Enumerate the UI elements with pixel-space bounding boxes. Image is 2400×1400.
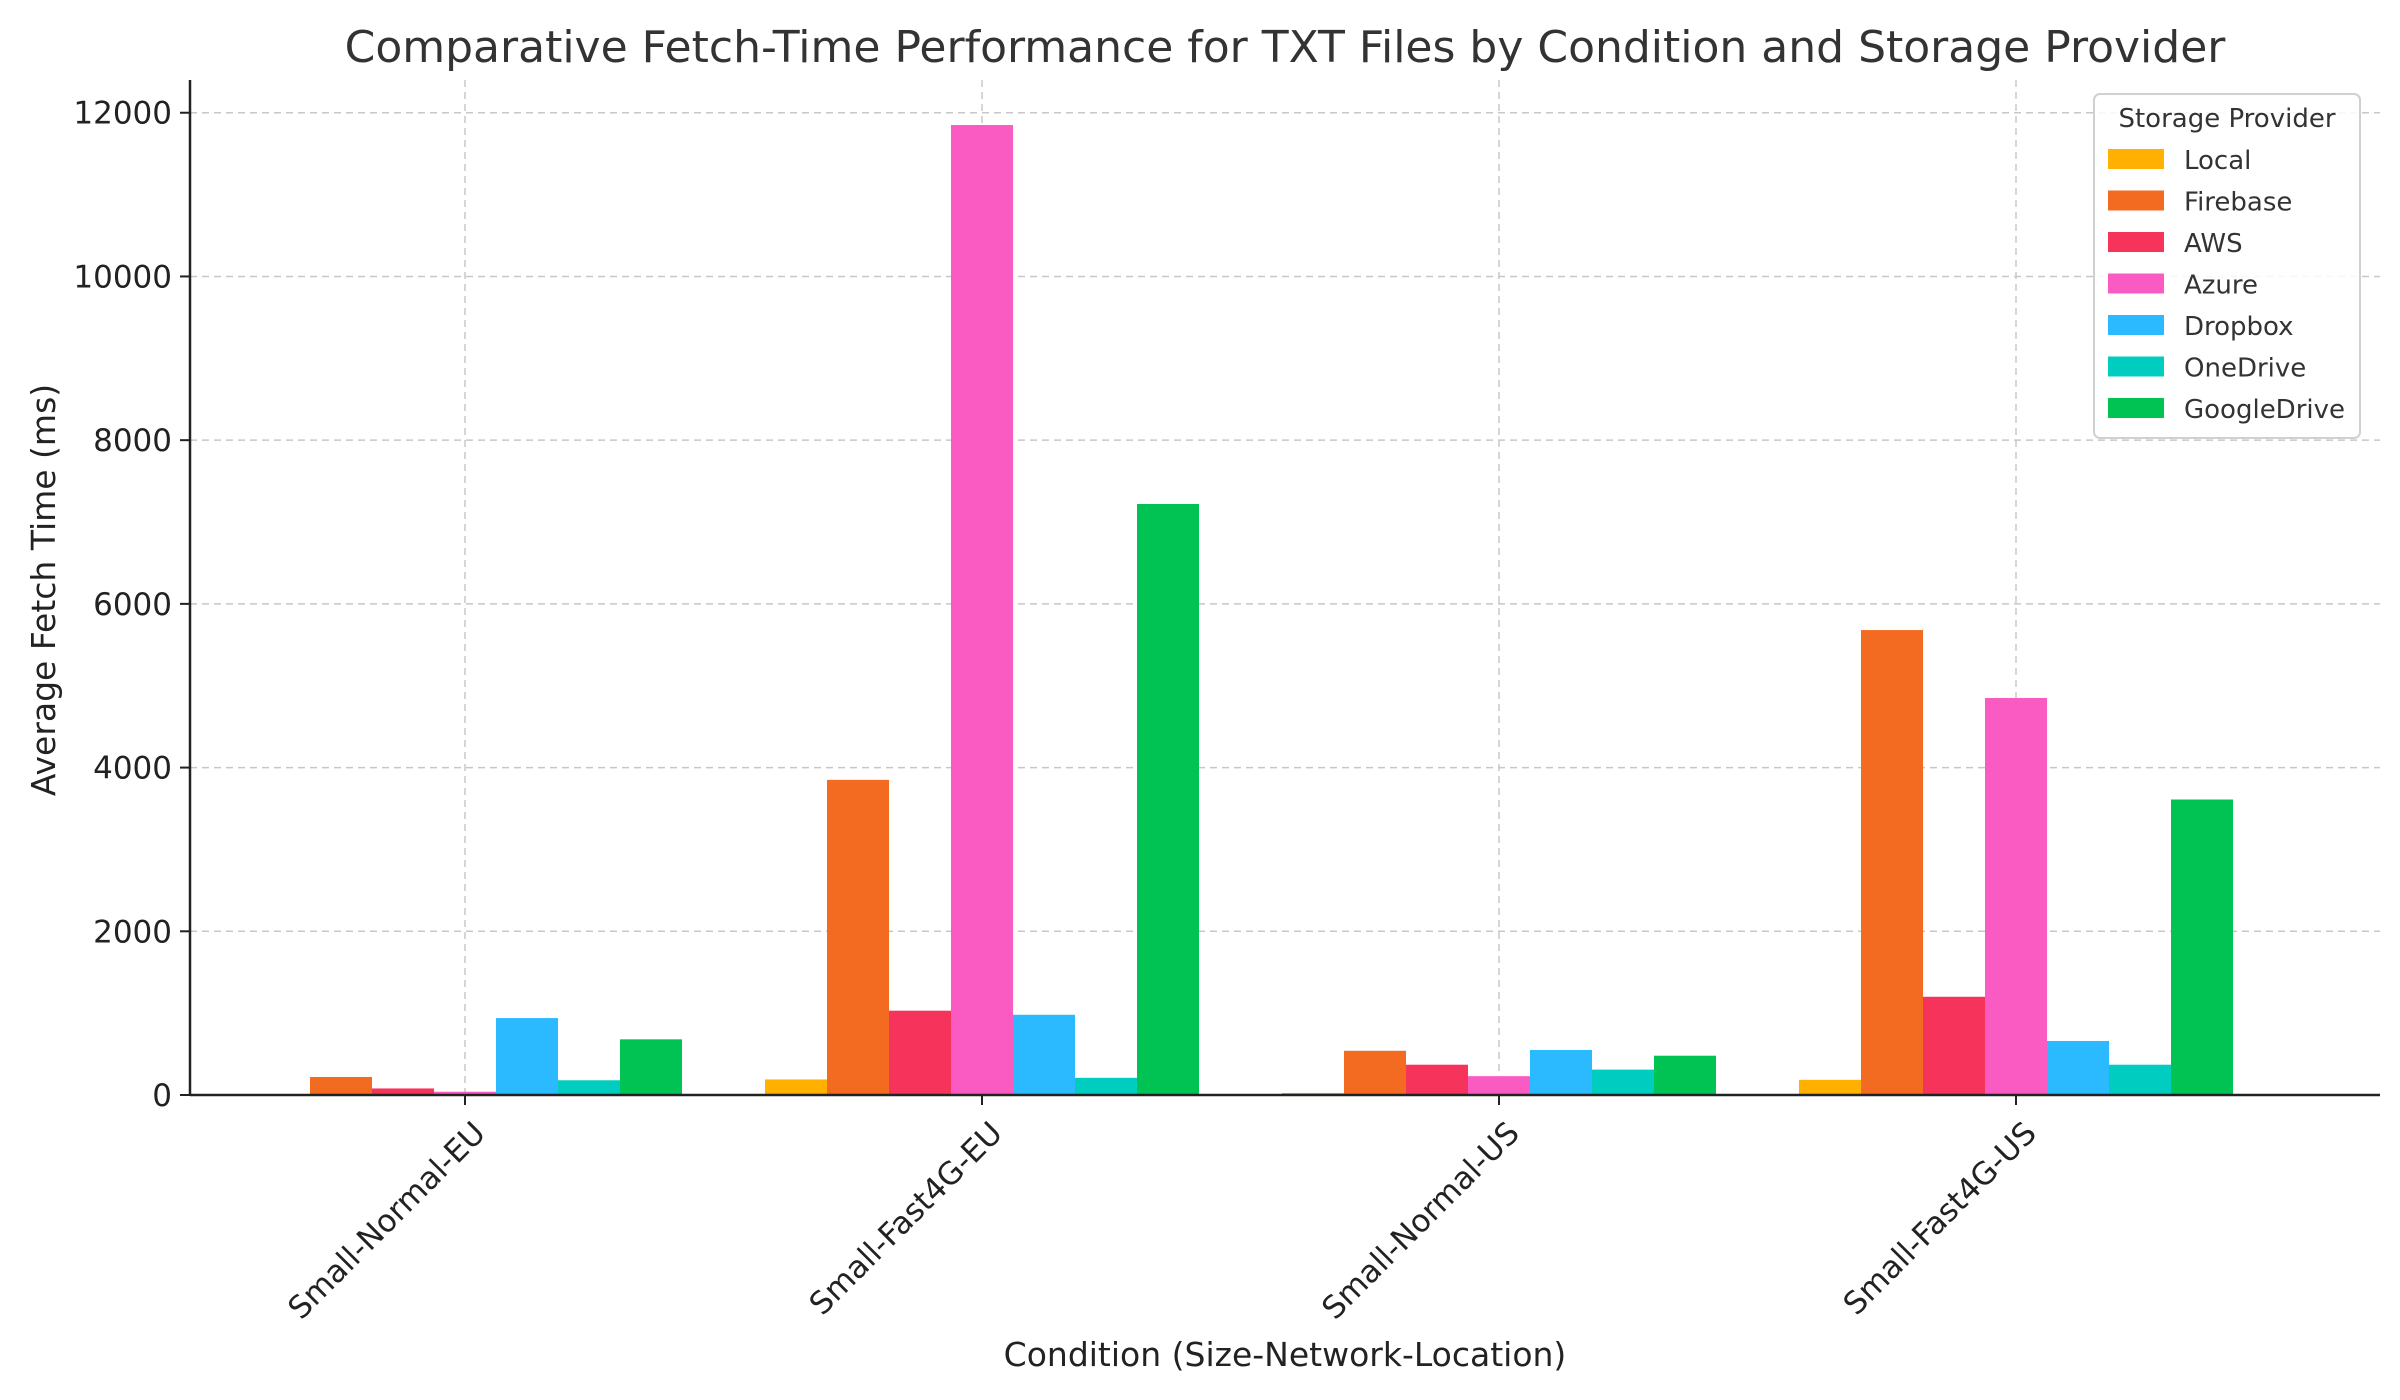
bar — [496, 1018, 558, 1095]
grid-lines — [190, 80, 2380, 1096]
legend-item: Local — [2108, 146, 2251, 176]
series-onedrive — [558, 1064, 2171, 1095]
legend-item: AWS — [2108, 229, 2243, 259]
bar — [372, 1088, 434, 1095]
legend-label: AWS — [2184, 229, 2243, 259]
y-tick-label: 10000 — [73, 259, 172, 295]
legend-item: Dropbox — [2108, 312, 2294, 342]
x-tick-label: Small-Normal-US — [1315, 1115, 1526, 1326]
bar — [1406, 1064, 1468, 1095]
x-tick-label: Small-Fast4G-EU — [803, 1115, 1010, 1322]
legend-swatch — [2108, 232, 2164, 252]
series-googledrive — [620, 504, 2233, 1095]
bar — [434, 1091, 496, 1095]
legend-item: OneDrive — [2108, 354, 2306, 384]
x-tick-label: Small-Normal-EU — [281, 1115, 492, 1326]
legend-swatch — [2108, 356, 2164, 377]
x-axis-label: Condition (Size-Network-Location) — [1004, 1335, 1567, 1374]
legend-label: Firebase — [2184, 188, 2292, 218]
legend-box — [2093, 93, 2361, 439]
bar — [1530, 1049, 1592, 1095]
bar — [765, 1079, 827, 1095]
y-ticks: 0 2000 4000 6000 8000 10000 12000 — [73, 96, 190, 1114]
legend-label: Local — [2184, 146, 2251, 176]
y-tick-label: 6000 — [93, 587, 172, 623]
bar — [1137, 504, 1199, 1095]
bar — [1985, 698, 2047, 1095]
chart-title: Comparative Fetch-Time Performance for T… — [345, 22, 2227, 73]
bar — [310, 1076, 372, 1095]
bar — [889, 1010, 951, 1095]
bar — [1468, 1076, 1530, 1095]
bar — [2109, 1064, 2171, 1095]
bar — [827, 779, 889, 1095]
y-tick-label: 8000 — [93, 423, 172, 459]
y-tick-label: 4000 — [93, 751, 172, 787]
bar — [951, 125, 1013, 1096]
bar — [1075, 1077, 1137, 1095]
bar — [1592, 1069, 1654, 1095]
bar — [2047, 1040, 2109, 1095]
bar — [620, 1039, 682, 1095]
legend-swatch — [2108, 149, 2164, 169]
bar — [1799, 1079, 1861, 1095]
bar — [1861, 630, 1923, 1095]
series-firebase — [310, 630, 1923, 1095]
series-azure — [434, 125, 2047, 1096]
legend-swatch — [2108, 273, 2164, 294]
bar — [1013, 1014, 1075, 1095]
x-ticks: Small-Normal-EU Small-Fast4G-EU Small-Norm… — [281, 1095, 2044, 1327]
legend-item: Firebase — [2108, 188, 2292, 218]
legend-item: Azure — [2108, 271, 2258, 301]
legend-swatch — [2108, 398, 2164, 418]
series-aws — [372, 996, 1985, 1095]
legend-label: GoogleDrive — [2184, 395, 2345, 425]
legend-swatch — [2108, 315, 2164, 335]
bar — [1923, 996, 1985, 1095]
bars — [248, 125, 2233, 1096]
legend-label: Azure — [2184, 271, 2258, 301]
y-tick-label: 12000 — [73, 96, 172, 132]
legend-swatch — [2108, 190, 2164, 211]
bar — [1344, 1050, 1406, 1095]
x-tick-label: Small-Fast4G-US — [1837, 1115, 2044, 1322]
legend: Storage Provider Local Firebase AWS Azure Dro… — [2093, 93, 2361, 439]
legend-item: GoogleDrive — [2108, 395, 2345, 425]
legend-title: Storage Provider — [2118, 104, 2335, 134]
bar — [2171, 799, 2233, 1095]
y-axis-label: Average Fetch Time (ms) — [24, 384, 63, 796]
y-tick-label: 2000 — [93, 914, 172, 950]
bar — [1654, 1055, 1716, 1095]
series-dropbox — [496, 1014, 2109, 1095]
legend-label: Dropbox — [2184, 312, 2294, 342]
y-tick-label: 0 — [152, 1078, 172, 1114]
legend-label: OneDrive — [2184, 354, 2306, 384]
axes — [188, 80, 2380, 1097]
bar — [558, 1080, 620, 1095]
